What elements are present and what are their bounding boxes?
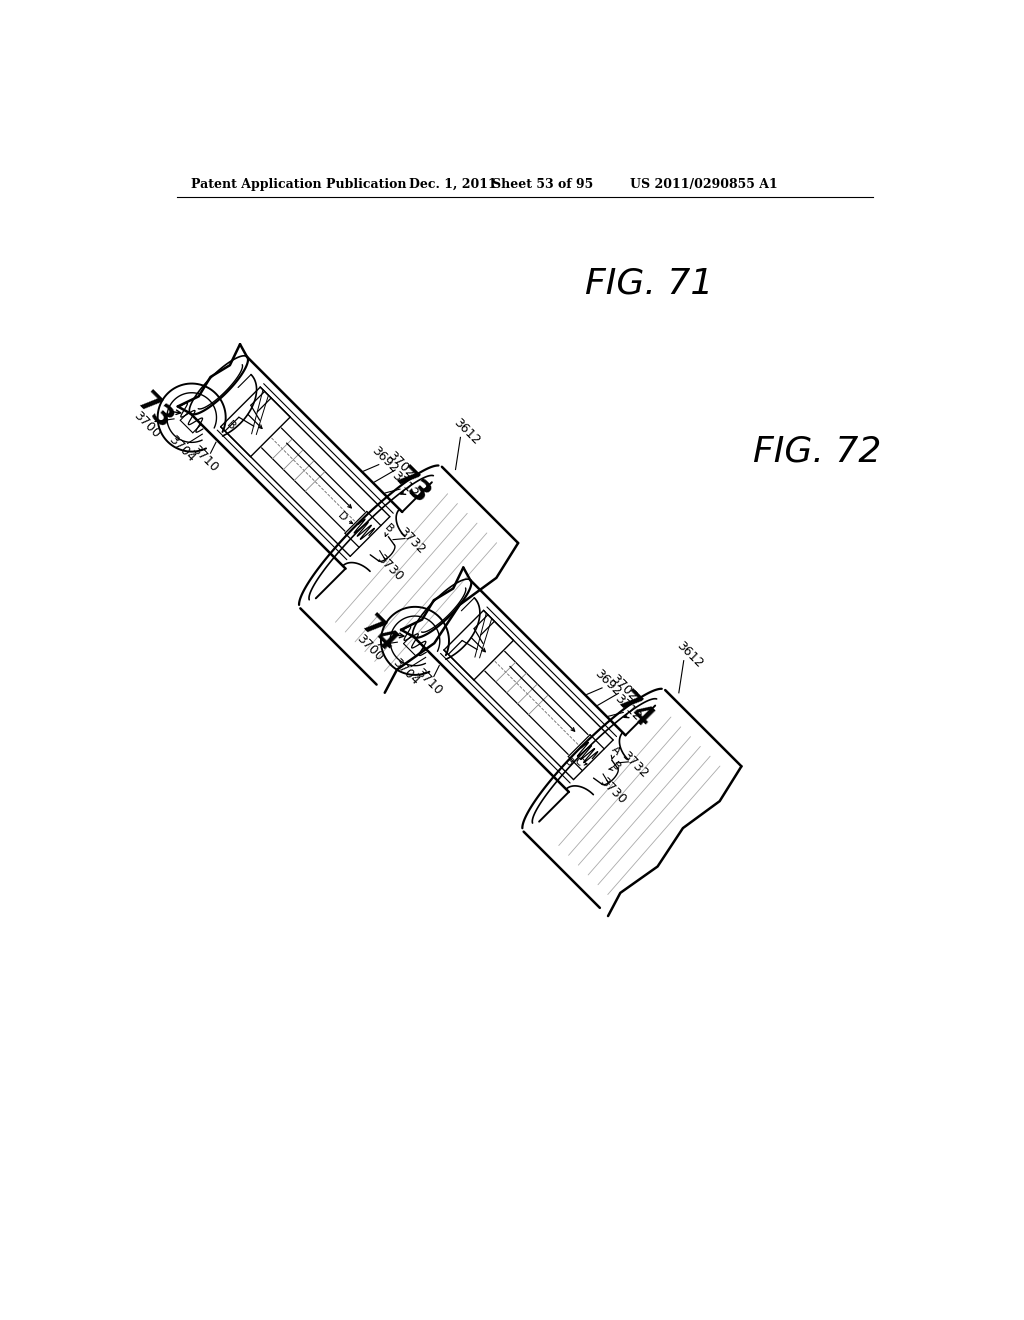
Text: 3692: 3692: [592, 667, 624, 698]
Text: 3710: 3710: [413, 667, 444, 698]
Text: D: D: [336, 511, 349, 524]
Text: B: B: [224, 420, 237, 432]
Text: 3710: 3710: [189, 442, 221, 474]
Text: 3730: 3730: [374, 552, 406, 583]
Text: Dec. 1, 2011: Dec. 1, 2011: [410, 178, 497, 191]
Text: 74: 74: [354, 610, 401, 657]
Text: 3700: 3700: [131, 408, 163, 440]
Text: 3712: 3712: [612, 692, 644, 723]
Text: 3702: 3702: [608, 672, 640, 704]
Text: 3612: 3612: [451, 416, 482, 447]
Text: 3702: 3702: [385, 449, 417, 480]
Text: FIG. 72: FIG. 72: [753, 434, 881, 469]
Text: B: B: [383, 523, 395, 535]
Text: 3704: 3704: [390, 656, 421, 688]
Text: 3700: 3700: [354, 632, 386, 664]
Text: C: C: [571, 755, 584, 767]
Text: 3692: 3692: [369, 444, 400, 475]
Text: 3612: 3612: [674, 639, 706, 671]
Text: 73: 73: [131, 387, 178, 434]
Text: 3730: 3730: [597, 775, 629, 807]
Text: 3732: 3732: [618, 748, 650, 780]
Text: FIG. 71: FIG. 71: [585, 267, 714, 300]
Text: B: B: [609, 760, 623, 772]
Text: 73: 73: [388, 463, 435, 510]
Text: 3712: 3712: [389, 469, 421, 500]
Text: Sheet 53 of 95: Sheet 53 of 95: [493, 178, 594, 191]
Text: US 2011/0290855 A1: US 2011/0290855 A1: [630, 178, 777, 191]
Text: 3732: 3732: [395, 525, 427, 557]
Text: 74: 74: [611, 686, 658, 734]
Text: A: A: [609, 744, 622, 756]
Text: 3704: 3704: [166, 433, 198, 465]
Text: B: B: [562, 756, 574, 770]
Text: Patent Application Publication: Patent Application Publication: [190, 178, 407, 191]
